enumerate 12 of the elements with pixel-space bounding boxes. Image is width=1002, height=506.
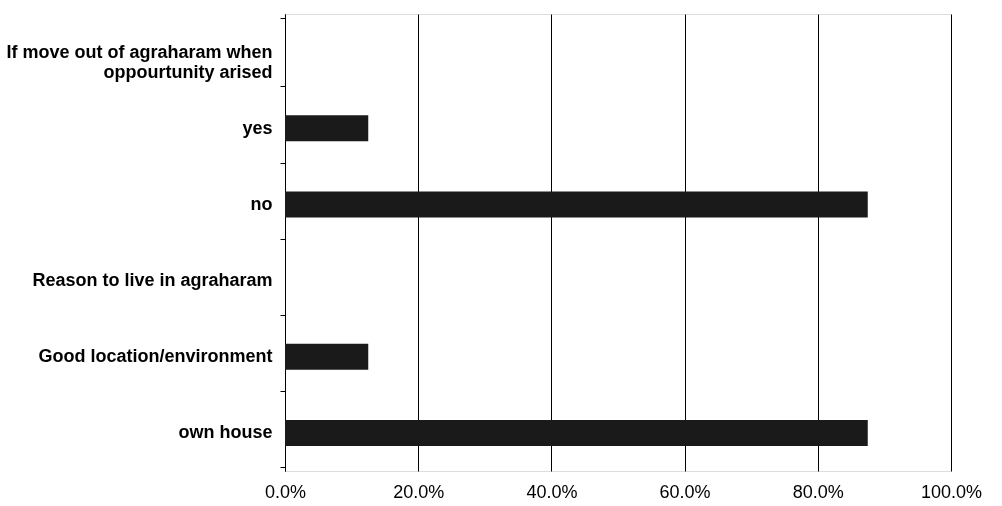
x-tick-label: 80.0% xyxy=(792,481,844,502)
x-tick-label: 60.0% xyxy=(659,481,711,502)
x-tick-label: 0.0% xyxy=(264,481,307,502)
y-tick-label: own house xyxy=(178,422,273,443)
x-tick-label: 20.0% xyxy=(393,481,445,502)
x-tick-label: 100.0% xyxy=(920,481,983,502)
y-tick-label: no xyxy=(250,193,273,214)
x-tick-label: 40.0% xyxy=(526,481,578,502)
y-tick-label: yes xyxy=(242,117,273,138)
y-tick-label: Reason to live in agraharam xyxy=(32,270,273,291)
y-tick-label: If move out of agraharam when oppourtunity arised xyxy=(6,41,273,82)
y-tick-label: Good location/environment xyxy=(38,346,273,367)
